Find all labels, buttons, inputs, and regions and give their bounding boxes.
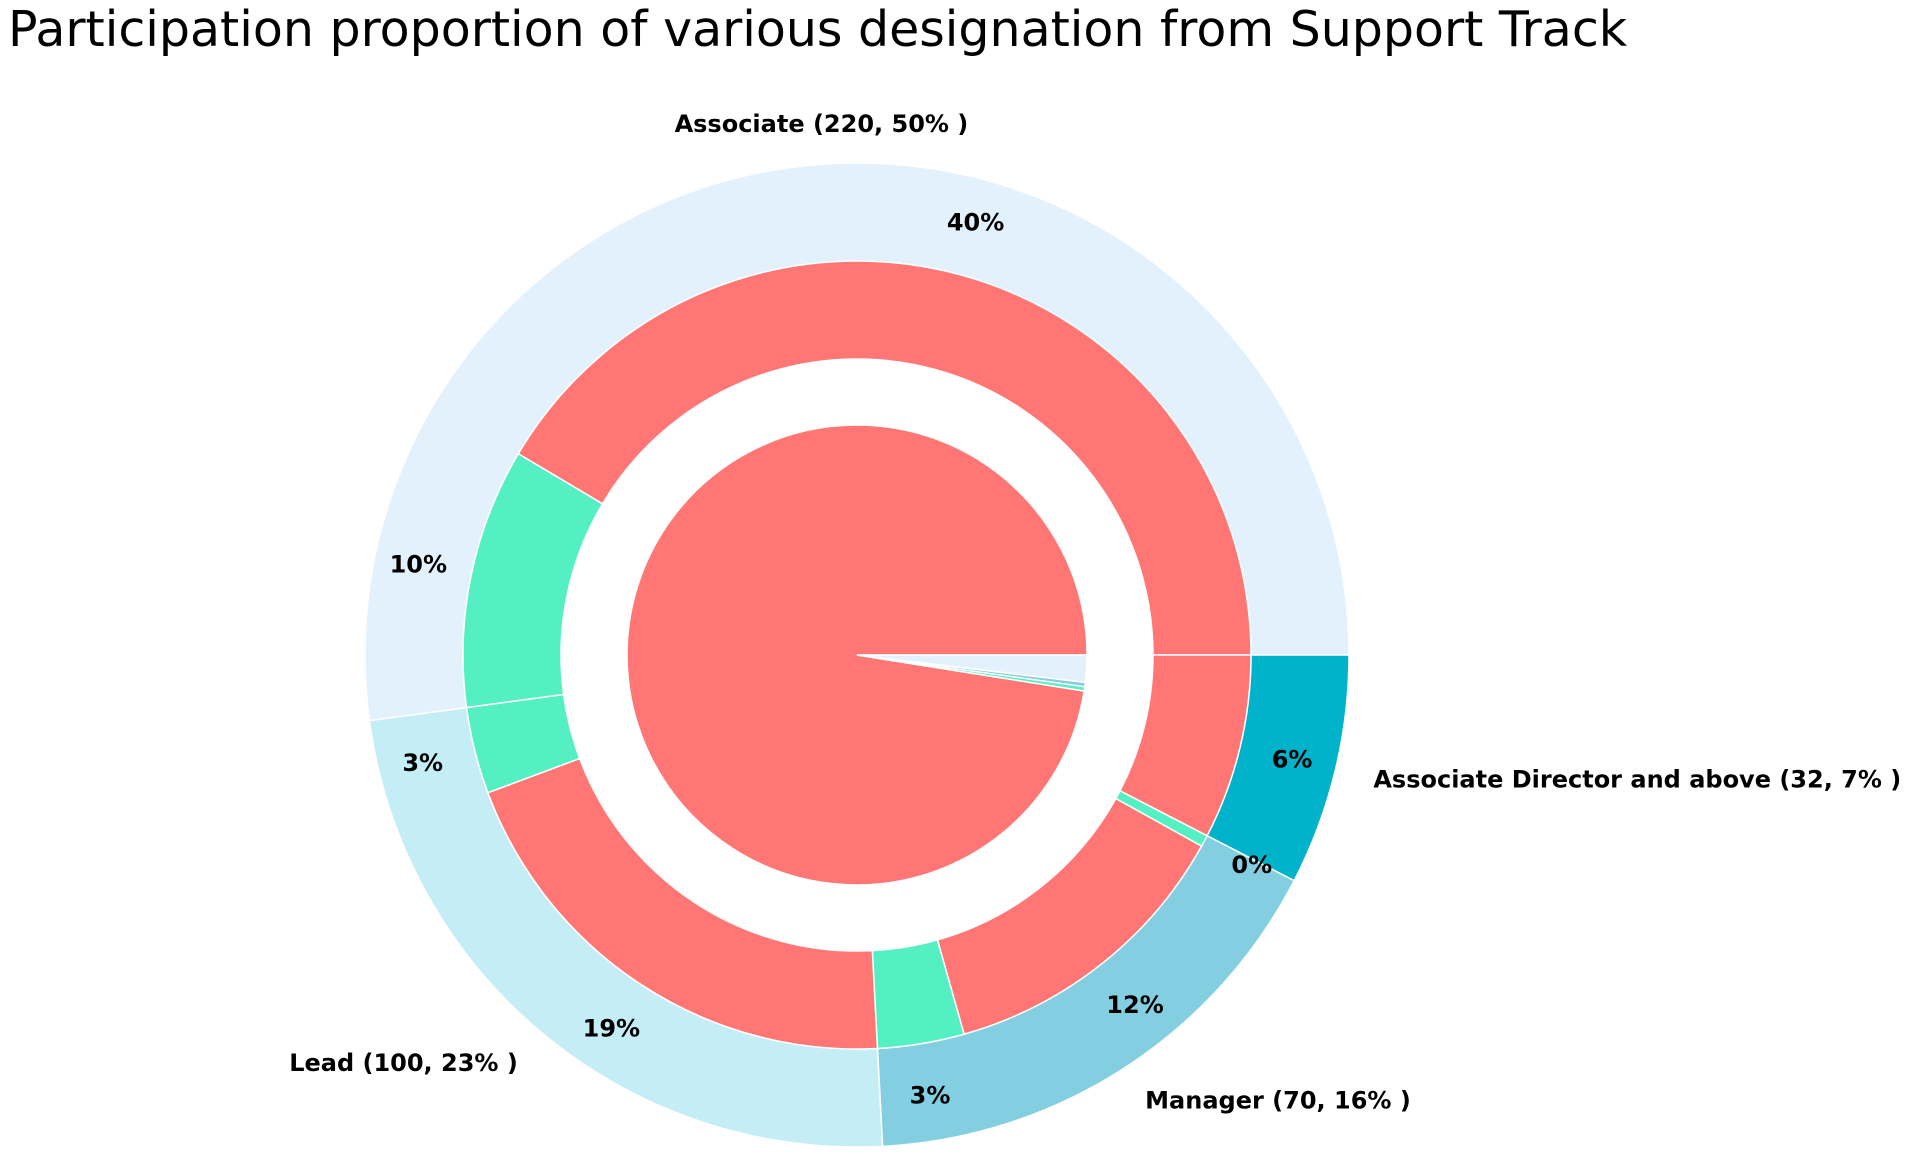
middle-pct-label: 10% [390, 551, 447, 579]
middle-wedge [517, 260, 1252, 656]
outer-label: Associate (220, 50% ) [675, 110, 969, 138]
middle-pct-label: 12% [1106, 991, 1163, 1019]
labels: Associate (220, 50% ) Lead (100, 23% ) Man… [289, 110, 1901, 1115]
inner-wedge [856, 654, 1088, 684]
inner-pie [626, 424, 1088, 886]
middle-pct-label: 19% [583, 1014, 640, 1042]
middle-pct-label: 6% [1272, 746, 1313, 774]
middle-pct-label: 3% [910, 1082, 951, 1110]
chart-title: Participation proportion of various desi… [8, 1, 1628, 58]
outer-label: Lead (100, 23% ) [289, 1049, 518, 1077]
middle-pct-label: 40% [947, 208, 1004, 236]
outer-label: Associate Director and above (32, 7% ) [1373, 765, 1901, 793]
middle-pct-label: 3% [402, 749, 443, 777]
outer-label: Manager (70, 16% ) [1145, 1086, 1411, 1114]
middle-pct-label: 0% [1231, 851, 1272, 879]
middle-wedge [1119, 654, 1252, 837]
middle-ring [462, 260, 1252, 1050]
